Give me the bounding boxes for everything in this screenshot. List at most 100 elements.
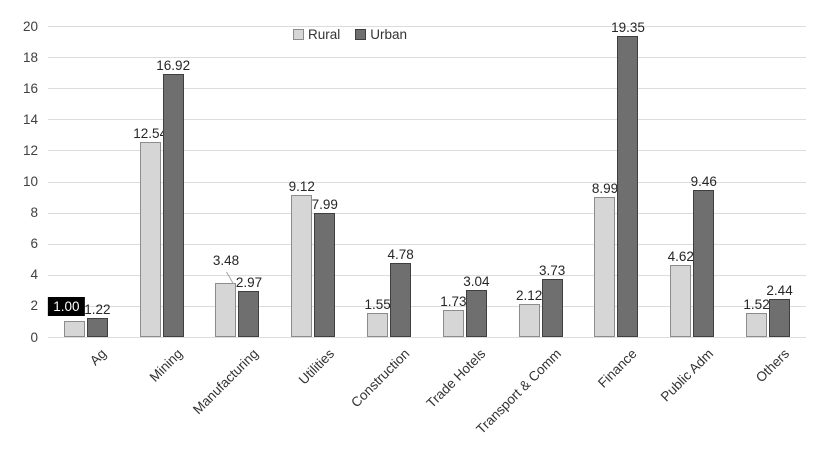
value-label-urban-transport-comm: 3.73	[539, 263, 566, 278]
label-leader-line	[225, 271, 234, 285]
value-label-urban-manufacturing: 2.97	[235, 274, 263, 290]
gridline	[48, 305, 806, 307]
value-label-rural-utilities: 9.12	[288, 179, 315, 195]
y-tick-label: 20	[22, 18, 38, 34]
value-label-urban-mining: 16.92	[156, 57, 191, 73]
y-tick-label: 4	[30, 267, 38, 283]
x-cell-construction: Construction	[348, 339, 427, 457]
y-tick-label: 14	[22, 111, 38, 127]
gridline	[48, 150, 806, 152]
bar-group-construction: 1.55 4.78	[351, 26, 427, 337]
gridline	[48, 181, 806, 183]
value-label-rural-public-adm: 4.62	[667, 249, 694, 265]
value-label-rural-construction: 1.55	[364, 296, 391, 312]
x-tick-label-utilities: Utilities	[295, 346, 337, 388]
bar-rural-utilities: 9.12	[289, 179, 315, 337]
value-label-urban-ag: 1.22	[84, 302, 111, 318]
legend: Rural Urban	[293, 27, 407, 42]
legend-label-rural: Rural	[308, 27, 341, 42]
gridline	[48, 212, 806, 214]
gridline	[48, 88, 806, 90]
bar-group-public-adm: 4.62 9.46	[654, 26, 730, 337]
y-tick-label: 16	[22, 80, 38, 96]
bar-rural-trade-hotels: 1.73	[440, 294, 467, 337]
bars-container: 1.00 1.22 12.54 16.92 3.48 2.97 9.12 7.99 1.55 4.…	[48, 20, 806, 337]
value-label-rural-others: 1.52	[743, 297, 770, 313]
legend-item-rural: Rural	[293, 27, 340, 42]
x-cell-others: Others	[730, 339, 806, 457]
y-tick-label: 8	[30, 205, 38, 221]
value-label-rural-ag: 1.00	[48, 297, 85, 317]
bar-urban-transport-comm: 3.73	[539, 263, 565, 337]
value-label-urban-construction: 4.78	[387, 246, 414, 262]
x-tick-label-trade-hotels: Trade Hotels	[423, 346, 489, 411]
x-axis: Ag Mining Manufacturing Utilities Constructi…	[48, 339, 806, 457]
bar-urban-others: 2.44	[766, 283, 793, 337]
y-tick-label: 0	[30, 329, 38, 345]
gridline	[48, 26, 806, 27]
x-cell-ag: Ag	[48, 339, 124, 457]
x-cell-public-adm: Public Adm	[654, 339, 730, 457]
value-label-rural-manufacturing: 3.48	[212, 252, 240, 268]
y-tick-label: 2	[30, 298, 38, 314]
value-label-urban-utilities: 7.99	[311, 196, 338, 212]
legend-item-urban: Urban	[355, 27, 407, 42]
x-tick-label-others: Others	[752, 346, 792, 386]
x-cell-transport-comm: Transport & Comm	[473, 339, 579, 457]
bar-urban-finance: 19.35	[611, 20, 645, 337]
bar-group-ag: 1.00 1.22	[48, 26, 124, 337]
bar-rural-finance: 8.99	[592, 181, 618, 337]
x-tick-label-mining: Mining	[146, 346, 186, 385]
bar-group-manufacturing: 3.48 2.97	[200, 26, 276, 337]
bar-urban-manufacturing: 2.97	[236, 275, 262, 337]
value-label-rural-transport-comm: 2.12	[516, 288, 543, 304]
bar-rural-transport-comm: 2.12	[516, 288, 542, 337]
bar-rural-public-adm: 4.62	[668, 249, 694, 337]
value-label-urban-trade-hotels: 3.04	[463, 273, 490, 289]
x-cell-trade-hotels: Trade Hotels	[423, 339, 503, 457]
value-label-rural-trade-hotels: 1.73	[440, 294, 467, 310]
legend-label-urban: Urban	[370, 27, 408, 42]
bar-rural-others: 1.52	[743, 297, 770, 337]
y-tick-label: 18	[22, 49, 38, 65]
bar-rural-manufacturing: 3.48	[213, 253, 239, 337]
x-tick-label-ag: Ag	[87, 346, 110, 369]
value-label-urban-finance: 19.35	[611, 20, 645, 36]
y-tick-label: 6	[30, 236, 38, 252]
bar-urban-trade-hotels: 3.04	[463, 274, 490, 337]
legend-swatch-urban	[355, 29, 367, 40]
y-tick-label: 10	[22, 174, 38, 189]
bar-group-others: 1.52 2.44	[730, 26, 806, 337]
bar-urban-ag: 1.22	[84, 302, 111, 337]
bar-urban-construction: 4.78	[387, 247, 414, 337]
gridline	[48, 274, 806, 276]
bar-rural-ag: 1.00	[48, 297, 85, 337]
x-tick-label-construction: Construction	[348, 346, 413, 411]
bar-group-utilities: 9.12 7.99	[275, 26, 351, 337]
bar-urban-mining: 16.92	[156, 58, 190, 337]
x-cell-manufacturing: Manufacturing	[190, 339, 276, 457]
bar-group-transport-comm: 2.12 3.73	[503, 26, 579, 337]
x-cell-utilities: Utilities	[275, 339, 351, 457]
bar-rural-construction: 1.55	[364, 297, 391, 337]
gridline	[48, 337, 806, 338]
y-tick-label: 12	[22, 142, 38, 158]
x-cell-mining: Mining	[124, 339, 200, 457]
x-cell-finance: Finance	[579, 339, 655, 457]
gridline	[48, 119, 806, 121]
bar-urban-utilities: 7.99	[312, 197, 338, 337]
x-tick-label-finance: Finance	[595, 346, 641, 391]
x-tick-label-manufacturing: Manufacturing	[189, 346, 262, 418]
y-axis: 0 2 4 6 8 10 12 14 16 18 20	[0, 0, 42, 459]
bar-rural-mining: 12.54	[133, 126, 167, 337]
value-label-urban-public-adm: 9.46	[690, 173, 717, 189]
bar-urban-public-adm: 9.46	[691, 174, 717, 337]
value-label-urban-others: 2.44	[766, 283, 793, 299]
legend-swatch-rural	[293, 29, 304, 40]
value-label-rural-mining: 12.54	[133, 126, 168, 142]
plot-area: 1.00 1.22 12.54 16.92 3.48 2.97 9.12 7.99 1.55 4.…	[48, 20, 806, 338]
value-label-rural-finance: 8.99	[591, 181, 619, 197]
bar-group-mining: 12.54 16.92	[124, 26, 200, 337]
gridline	[48, 57, 806, 59]
